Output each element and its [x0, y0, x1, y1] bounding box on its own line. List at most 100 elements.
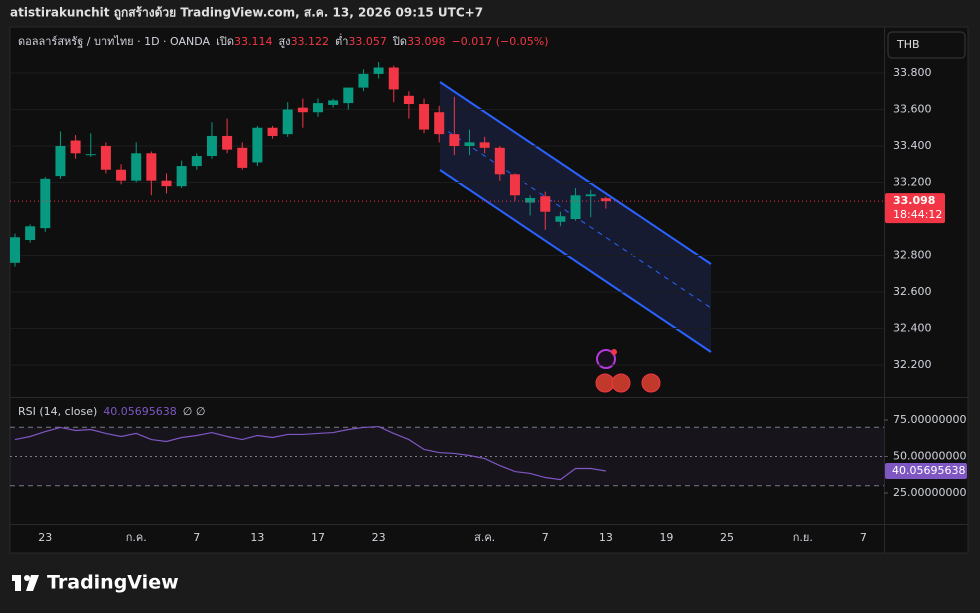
legend: ดอลลาร์สหรัฐ / บาทไทย · 1D · OANDA เปิด33… — [18, 33, 548, 48]
candle-body — [40, 178, 51, 229]
last-price-tag — [885, 193, 945, 224]
rsi-tick-label: 25.00000000 — [893, 486, 966, 499]
logo-mark — [26, 575, 39, 591]
candle-body — [176, 166, 187, 187]
candle-body — [343, 87, 354, 104]
candle-body — [570, 195, 581, 219]
legend-low-label: ต่ำ — [335, 33, 348, 48]
x-tick-label: 23 — [372, 531, 386, 544]
candle-body — [100, 146, 111, 170]
candle-body — [191, 156, 202, 167]
candle-body — [313, 103, 323, 113]
candle-body — [267, 127, 278, 136]
rsi-line — [14, 425, 606, 481]
currency-button[interactable] — [887, 31, 966, 59]
rsi-value-tag — [885, 463, 967, 480]
legend-open: 33.114 — [234, 35, 273, 48]
candle-body — [509, 174, 520, 196]
logo-mark — [15, 575, 21, 591]
candle-body — [373, 67, 384, 74]
event-dot — [611, 349, 617, 355]
legend-close-label: ปิด — [392, 35, 407, 48]
y-tick-label: 32.200 — [893, 358, 932, 371]
channel-upper — [439, 81, 712, 265]
candle-body — [585, 194, 596, 197]
candle-body — [252, 127, 263, 163]
legend-change: −0.017 (−0.05%) — [452, 35, 549, 48]
rsi-value-label: 40.05695638 — [892, 464, 965, 477]
rsi-pane — [10, 425, 884, 487]
candle-body — [434, 112, 445, 135]
x-tick-label: 19 — [659, 531, 673, 544]
x-tick-label: ก.ย. — [793, 531, 813, 544]
candle-body — [206, 135, 217, 157]
y-tick-label: 32.800 — [893, 249, 932, 262]
rsi-value: 40.05695638 — [103, 405, 176, 418]
candle-body — [388, 67, 399, 90]
candle-body — [146, 153, 157, 181]
legend-low: 33.057 — [348, 35, 387, 48]
candle-body — [282, 109, 293, 135]
candle-body — [555, 216, 566, 222]
candle-body — [116, 169, 127, 181]
channel-lower — [439, 169, 712, 353]
x-tick-label: ส.ค. — [474, 531, 495, 544]
candle-body — [358, 73, 369, 88]
rsi-legend: RSI (14, close) 40.05695638 ∅ ∅ — [18, 405, 205, 418]
rsi-extra: ∅ ∅ — [183, 405, 206, 418]
logo-text: TradingView — [47, 572, 179, 594]
currency-label: THB — [896, 38, 920, 51]
y-tick-label: 33.400 — [893, 139, 932, 152]
candle-body — [85, 154, 96, 156]
legend-high: 33.122 — [291, 35, 330, 48]
x-tick-label: 13 — [250, 531, 264, 544]
y-tick-label: 33.600 — [893, 103, 932, 116]
flag-icon[interactable] — [611, 373, 631, 393]
candle-body — [600, 198, 611, 202]
y-tick-label: 32.600 — [893, 285, 932, 298]
candle-body — [222, 135, 233, 150]
y-tick-label: 33.800 — [893, 66, 932, 79]
y-tick-label: 32.400 — [893, 322, 932, 335]
last-price-label: 33.098 — [893, 194, 935, 207]
x-tick-label: 7 — [860, 531, 867, 544]
x-tick-label: 7 — [193, 531, 200, 544]
candle-body — [328, 100, 339, 105]
legend-high-label: สูง — [278, 35, 290, 48]
candle-body — [10, 237, 20, 263]
candle-body — [449, 134, 460, 146]
x-tick-label: ก.ค. — [126, 531, 147, 544]
countdown: 18:44:12 — [893, 208, 942, 221]
logo: TradingView — [12, 572, 179, 594]
x-tick-label: 25 — [720, 531, 734, 544]
event-icons — [595, 349, 661, 393]
rsi-tick-label: 50.00000000 — [893, 450, 966, 463]
candle-body — [297, 107, 308, 113]
rsi-tick-label: 75.00000000 — [893, 413, 966, 426]
x-tick-label: 13 — [599, 531, 613, 544]
candle-body — [540, 196, 551, 212]
candle-body — [25, 226, 36, 240]
x-tick-label: 17 — [311, 531, 325, 544]
main-pane — [10, 62, 884, 366]
candle-body — [131, 153, 142, 181]
rsi-title: RSI (14, close) — [18, 405, 97, 418]
candle-body — [494, 147, 505, 175]
candle-body — [403, 95, 414, 105]
logo-mark — [24, 575, 30, 581]
flag-icon[interactable] — [641, 373, 661, 393]
flag-icon[interactable] — [595, 373, 615, 393]
legend-symbol: ดอลลาร์สหรัฐ / บาทไทย · 1D · OANDA — [18, 35, 211, 48]
candle-body — [237, 147, 248, 168]
event-icon[interactable] — [596, 349, 616, 369]
candle-body — [419, 104, 430, 130]
y-tick-label: 33.200 — [893, 176, 932, 189]
candle-body — [70, 140, 81, 154]
candle-body — [55, 146, 66, 177]
x-tick-label: 23 — [38, 531, 52, 544]
legend-open-label: เปิด — [216, 35, 234, 48]
header-title: atistirakunchit ถูกสร้างด้วย TradingView… — [10, 6, 483, 21]
candle-body — [525, 198, 536, 203]
